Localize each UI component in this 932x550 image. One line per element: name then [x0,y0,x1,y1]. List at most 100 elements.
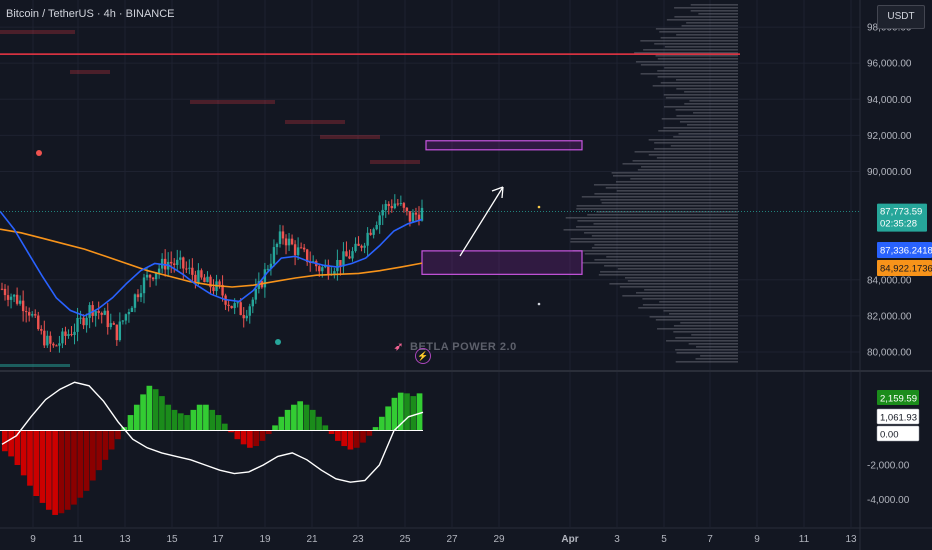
histogram-bar [215,415,222,431]
volume-profile-bar [663,310,738,312]
volume-profile-bar [630,178,738,180]
volume-profile-bar [669,313,738,315]
volume-profile-bar [634,52,738,54]
volume-profile-bar [577,220,738,222]
volume-profile-bar [622,295,738,297]
price-tick-label: 96,000.00 [867,59,912,70]
candle-body [82,317,85,326]
time-tick-label: 11 [73,534,84,545]
price-tick-label: 80,000.00 [867,347,912,358]
histogram-bar [366,430,373,436]
volume-profile-bar [632,160,738,162]
volume-profile-bar [591,247,738,249]
histogram-bar [96,430,102,471]
volume-profile-bar [696,346,738,348]
volume-profile-bar [658,130,738,132]
volume-profile-bar [601,202,738,204]
volume-profile-bar [624,277,738,279]
candle-body [408,211,412,222]
candle-body [46,335,49,346]
volume-profile-bar [584,253,738,255]
histogram-bar [221,423,228,431]
histogram-bar [385,406,391,431]
candle-body [121,320,125,322]
time-tick-label: 9 [30,534,36,545]
price-tick-label: 94,000.00 [867,95,912,106]
candle-body [251,299,254,307]
volume-profile-bar [673,331,738,333]
candle-body [40,329,43,331]
histogram-bar [347,430,354,450]
candle-body [182,257,185,269]
volume-profile-bar [676,115,738,117]
volume-profile-bar [570,238,738,240]
candle-body [127,311,131,315]
volume-profile-bar [656,157,738,159]
time-tick-label: 21 [306,534,318,545]
signal-dot [36,150,42,156]
histogram-bar [8,430,14,457]
histogram-bar [64,430,71,510]
time-tick-label: 25 [399,534,411,545]
volume-profile-bar [663,127,738,129]
candle-body [230,305,233,309]
candle-body [393,203,397,209]
volume-profile-bar [675,349,738,351]
candle-body [200,270,203,278]
volume-profile-bar [587,214,738,216]
volume-profile-bar [604,265,738,267]
candle-body [58,343,61,346]
volume-profile-bar [594,193,738,195]
candle-body [381,209,384,216]
candle-body [21,300,25,312]
supply-block [0,30,75,34]
candle-body [363,245,366,248]
candle-body [73,331,76,335]
volume-profile-bar [654,43,738,45]
histogram-bar [247,430,253,448]
volume-profile-bar [637,169,738,171]
volume-profile-bar [691,334,738,336]
candle-body [348,256,351,259]
histogram-bar [89,430,96,481]
candle-body [266,268,270,270]
volume-profile-bar [687,124,738,126]
candle-body [405,207,409,212]
histogram-bar [2,430,8,452]
candle-body [206,276,209,283]
candle-body [88,305,91,318]
volume-profile-bar [606,256,738,258]
volume-profile-bar [659,301,738,303]
marker-dot [537,302,541,306]
candle-body [61,331,64,344]
volume-profile-bar [616,190,738,192]
histogram-value-label: 2,159.59 [880,394,917,405]
candle-body [0,288,4,290]
candle-body [118,321,122,341]
candle-body [417,214,421,221]
zone-lower-support[interactable] [421,250,583,275]
last-price-label-box [877,203,927,232]
currency-button[interactable]: USDT [877,5,925,29]
watermark-text: BETLA POWER 2.0 [410,341,517,353]
time-tick-label: 13 [845,534,857,545]
zone-upper-target[interactable] [425,140,583,151]
zero-value-label: 0.00 [880,430,899,441]
volume-profile-bar [619,286,738,288]
histogram-bar [341,430,347,447]
volume-profile-bar [664,67,738,69]
candle-body [115,324,119,341]
signal-dot [275,339,281,345]
histogram-bar [297,401,304,431]
ma-slow-label-box [877,260,932,276]
projection-arrow [459,186,504,257]
candle-body [18,300,22,304]
candle-body [148,274,152,278]
volume-profile-bar [644,289,738,291]
volume-profile-bar [627,280,738,282]
candle-body [302,247,306,250]
histogram-bar [335,430,341,441]
histogram-bar [353,430,360,448]
